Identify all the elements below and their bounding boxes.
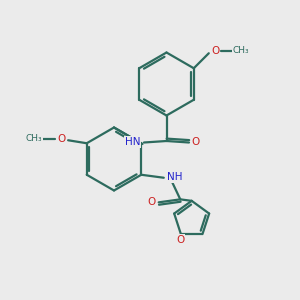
- Text: O: O: [192, 137, 200, 148]
- Text: O: O: [57, 134, 65, 144]
- Text: CH₃: CH₃: [232, 46, 249, 55]
- Text: O: O: [176, 235, 184, 245]
- Text: O: O: [148, 197, 156, 207]
- Text: CH₃: CH₃: [25, 134, 42, 143]
- Text: O: O: [211, 46, 220, 56]
- Text: NH: NH: [167, 172, 183, 182]
- Text: HN: HN: [125, 137, 140, 147]
